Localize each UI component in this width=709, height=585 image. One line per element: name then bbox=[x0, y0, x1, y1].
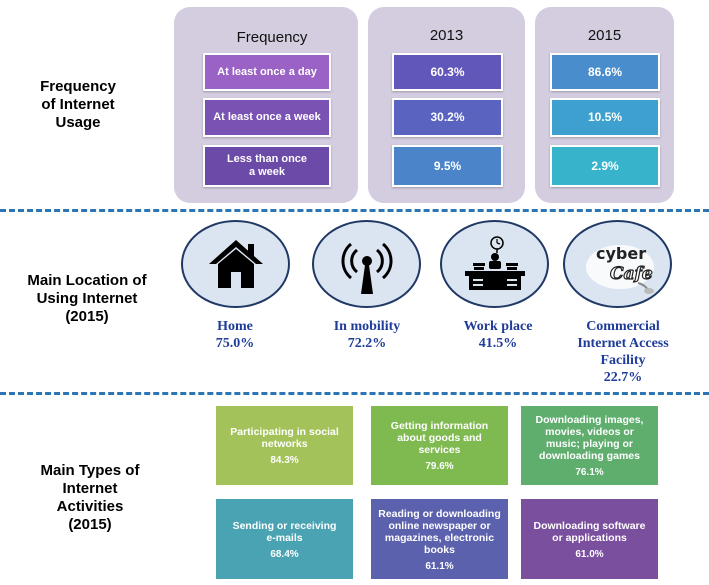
mobility-location-circle bbox=[312, 220, 421, 308]
location-name: Internet Access bbox=[577, 336, 669, 351]
activity-reading-newspaper-box: Reading or downloading online newspaper … bbox=[371, 499, 508, 579]
location-section-label-line-2: Using Internet bbox=[36, 290, 138, 307]
activity-value: 61.0% bbox=[575, 548, 604, 560]
activity-value: 79.6% bbox=[425, 461, 454, 472]
frequency-section-label-line-3: Usage bbox=[55, 114, 101, 131]
activity-goods-services-box: Getting information about goods and serv… bbox=[371, 406, 508, 485]
value-2013-text: 9.5% bbox=[433, 158, 462, 173]
cyber-cafe-logo-icon: cyber Cafe bbox=[585, 244, 654, 294]
frequency-label-text: At least once a day bbox=[217, 65, 317, 78]
year-2013-column-header: 2013 bbox=[429, 27, 464, 44]
location-section-label-line-1: Main Location of bbox=[27, 272, 147, 289]
value-2015-cell: 2.9% bbox=[550, 145, 660, 187]
location-value: 22.7% bbox=[603, 370, 643, 385]
cybercafe-location-circle: cyber Cafe bbox=[563, 220, 672, 308]
activity-emails-box: Sending or receiving e-mails 68.4% bbox=[216, 499, 353, 579]
mobility-location-label: In mobility 72.2% bbox=[300, 318, 434, 352]
workplace-location-label: Work place 41.5% bbox=[430, 318, 566, 352]
activity-value: 84.3% bbox=[270, 455, 299, 466]
activity-text: about goods and bbox=[397, 432, 482, 444]
activity-text: Sending or receiving bbox=[232, 519, 337, 532]
activity-value: 61.1% bbox=[425, 560, 454, 572]
value-2013-cell: 9.5% bbox=[392, 145, 503, 187]
activity-text: Getting information bbox=[390, 420, 489, 432]
home-location-label: Home 75.0% bbox=[170, 318, 300, 352]
value-2015-text: 2.9% bbox=[591, 158, 619, 173]
activities-section-label: Main Types of Internet Activities (2015) bbox=[20, 462, 160, 534]
location-value: 75.0% bbox=[215, 336, 255, 351]
activity-text: Downloading software bbox=[533, 519, 646, 532]
frequency-label-text: Less than once bbox=[226, 153, 308, 165]
value-2013-text: 30.2% bbox=[430, 110, 465, 124]
value-2015-text: 10.5% bbox=[587, 110, 623, 124]
activity-social-networks-box: Participating in social networks 84.3% bbox=[216, 406, 353, 485]
location-name: Commercial bbox=[586, 319, 660, 334]
activity-text: downloading games bbox=[539, 450, 640, 462]
value-2013-cell: 30.2% bbox=[392, 98, 503, 137]
activity-text: services bbox=[418, 444, 461, 456]
cybercafe-location-label: Commercial Internet Access Facility 22.7… bbox=[556, 318, 690, 386]
value-2013-text: 60.3% bbox=[430, 64, 465, 79]
location-section-label-line-3: (2015) bbox=[65, 308, 109, 325]
value-2015-text: 86.6% bbox=[587, 64, 623, 79]
location-name: In mobility bbox=[333, 319, 401, 334]
location-value: 41.5% bbox=[478, 336, 518, 351]
location-name: Home bbox=[217, 319, 253, 334]
activity-text: e-mails bbox=[266, 531, 303, 544]
frequency-section-label-line-1: Frequency bbox=[40, 78, 116, 95]
location-name: Facility bbox=[600, 353, 646, 368]
frequency-label-cell: Less than once a week bbox=[203, 145, 331, 187]
frequency-section-label: Frequency of Internet Usage bbox=[18, 78, 138, 132]
home-location-circle bbox=[181, 220, 290, 308]
activity-text: music; playing or bbox=[546, 438, 633, 450]
location-name: Work place bbox=[463, 319, 533, 334]
antenna-signal-icon bbox=[340, 242, 393, 294]
activity-text: magazines, electronic bbox=[384, 531, 495, 544]
value-2015-cell: 10.5% bbox=[550, 98, 660, 137]
house-icon bbox=[208, 240, 263, 288]
activity-text: movies, videos or bbox=[545, 426, 634, 438]
cyber-logo-text: cyber bbox=[596, 244, 646, 263]
value-2015-cell: 86.6% bbox=[550, 53, 660, 91]
frequency-label-text: a week bbox=[248, 166, 286, 178]
activities-section-label-line-4: (2015) bbox=[68, 516, 112, 533]
year-2015-column-header: 2015 bbox=[587, 27, 622, 44]
activity-text: networks bbox=[261, 438, 308, 450]
frequency-label-text: At least once a week bbox=[213, 111, 321, 123]
workplace-location-circle bbox=[440, 220, 549, 308]
frequency-column-header: Frequency bbox=[236, 29, 308, 46]
frequency-label-cell: At least once a week bbox=[203, 98, 331, 137]
activities-section-label-line-1: Main Types of bbox=[40, 462, 140, 479]
location-section-label: Main Location of Using Internet (2015) bbox=[4, 272, 170, 326]
section-divider bbox=[0, 392, 709, 395]
activity-text: Participating in social bbox=[230, 426, 339, 438]
activity-value: 76.1% bbox=[575, 467, 604, 478]
activity-text: online newspaper or bbox=[388, 519, 491, 532]
frequency-label-cell: At least once a day bbox=[203, 53, 331, 91]
activities-section-label-line-2: Internet bbox=[62, 480, 118, 497]
office-desk-icon bbox=[464, 236, 525, 290]
activities-section-label-line-3: Activities bbox=[56, 498, 124, 515]
activity-downloading-media-box: Downloading images, movies, videos or mu… bbox=[521, 406, 658, 485]
activity-software-box: Downloading software or applications 61.… bbox=[521, 499, 658, 579]
cafe-logo-text: Cafe bbox=[610, 264, 653, 284]
value-2013-cell: 60.3% bbox=[392, 53, 503, 91]
activity-text: or applications bbox=[552, 531, 627, 544]
activity-value: 68.4% bbox=[270, 548, 299, 560]
frequency-section-label-line-2: of Internet bbox=[41, 96, 115, 113]
activity-text: Downloading images, bbox=[535, 414, 644, 426]
activity-text: Reading or downloading bbox=[378, 507, 501, 520]
activity-text: books bbox=[424, 543, 455, 556]
location-value: 72.2% bbox=[347, 336, 387, 351]
section-divider bbox=[0, 209, 709, 212]
